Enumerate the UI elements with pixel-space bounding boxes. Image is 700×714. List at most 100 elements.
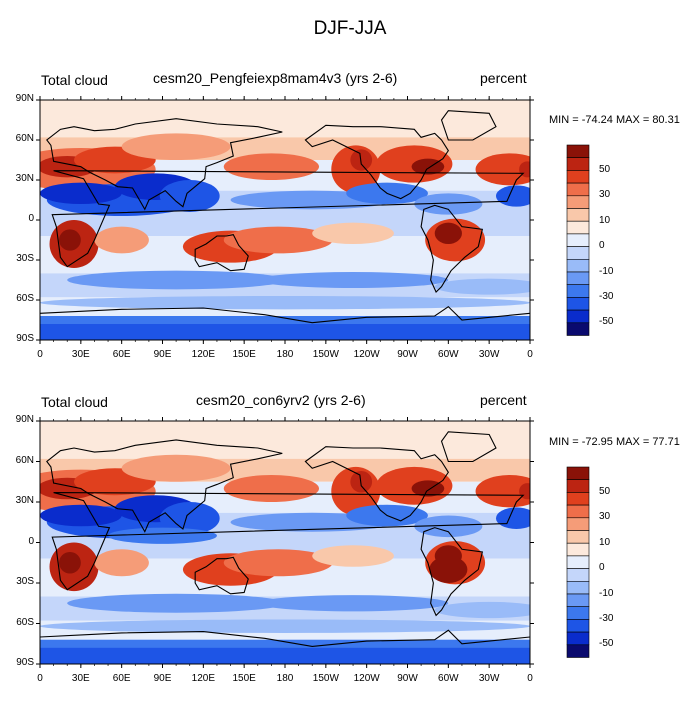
lon-tick-label: 120W — [353, 673, 380, 684]
panel-right-label: percent — [480, 392, 527, 408]
colorbar-swatch — [566, 309, 590, 324]
lon-tick-label: 90E — [153, 349, 172, 360]
colorbar-tick-label: 50 — [599, 163, 611, 175]
map-plot — [36, 417, 590, 668]
lat-tick-label: 90S — [16, 333, 34, 344]
colorbar-swatch — [566, 233, 590, 247]
lat-tick-label: 0 — [28, 535, 34, 547]
lon-tick-label: 90E — [153, 673, 172, 684]
lon-tick-label: 90W — [397, 349, 418, 360]
colorbar-swatch — [566, 246, 590, 260]
colorbar-swatch — [566, 195, 590, 209]
lon-tick-label: 60E — [112, 673, 131, 684]
lat-tick-label: 60N — [15, 454, 34, 466]
lon-tick-label: 0 — [527, 349, 533, 360]
colorbar-tick-label: 30 — [599, 189, 611, 201]
map-panel-2: Total cloud cesm20_con6yrv2 (yrs 2-6) pe… — [0, 384, 700, 714]
colorbar-tick-label: 0 — [599, 240, 605, 252]
lon-tick-label: 180 — [276, 673, 294, 684]
panel-left-label: Total cloud — [41, 72, 108, 88]
min-max-readout: MIN = -74.24 MAX = 80.31 — [549, 114, 680, 126]
lon-tick-label: 90W — [397, 673, 418, 684]
lat-tick-label: 90N — [15, 93, 34, 104]
colorbar-swatch — [566, 322, 590, 336]
figure-title: DJF-JJA — [313, 18, 387, 39]
colorbar-swatch — [566, 208, 590, 222]
colorbar-swatch — [566, 284, 590, 298]
colorbar-tick-label: -30 — [599, 612, 614, 624]
colorbar — [566, 466, 590, 658]
lon-tick-label: 30E — [71, 673, 90, 684]
colorbar-swatch — [566, 517, 590, 531]
lon-tick-label: 120W — [353, 349, 380, 360]
lon-tick-label: 150W — [312, 349, 339, 360]
lat-tick-label: 30S — [16, 253, 34, 264]
colorbar-tick-label: -10 — [599, 265, 614, 277]
coastline-outline — [40, 110, 530, 324]
colorbar-tick-label: 10 — [599, 214, 611, 226]
colorbar-swatch — [566, 568, 590, 582]
colorbar-swatch — [566, 170, 590, 184]
contour-field — [40, 421, 530, 664]
lon-tick-label: 150W — [312, 673, 339, 684]
colorbar-swatch — [566, 259, 590, 273]
lon-tick-label: 150E — [232, 673, 256, 684]
lat-tick-label: 30N — [15, 495, 34, 506]
lon-tick-label: 60W — [438, 349, 459, 360]
colorbar-tick-label: -10 — [599, 587, 614, 599]
lon-tick-label: 120E — [191, 673, 216, 684]
colorbar-swatch — [566, 466, 590, 480]
colorbar-swatch — [566, 593, 590, 607]
colorbar-tick-label: 30 — [599, 511, 611, 523]
min-max-readout: MIN = -72.95 MAX = 77.71 — [549, 436, 680, 448]
lon-tick-label: 0 — [37, 673, 43, 684]
lon-tick-label: 60E — [112, 349, 131, 360]
colorbar-swatch — [566, 644, 590, 658]
colorbar-swatch — [566, 581, 590, 595]
colorbar-swatch — [566, 504, 590, 519]
lon-tick-label: 120E — [191, 349, 216, 360]
panel-right-label: percent — [480, 70, 527, 86]
colorbar-swatch — [566, 530, 590, 544]
colorbar-swatch — [566, 271, 590, 285]
lon-tick-label: 150E — [232, 349, 256, 360]
map-panel-1: Total cloud cesm20_Pengfeiexp8mam4v3 (yr… — [0, 62, 700, 392]
lat-tick-label: 90N — [15, 414, 34, 425]
colorbar — [566, 144, 590, 336]
lon-tick-label: 0 — [37, 349, 43, 360]
map-plot — [36, 96, 590, 344]
lon-tick-label: 0 — [527, 673, 533, 684]
lon-tick-label: 180 — [276, 349, 294, 360]
lat-tick-label: 90S — [16, 657, 34, 668]
lat-tick-label: 60N — [15, 133, 34, 144]
lat-tick-label: 0 — [28, 213, 34, 224]
lon-tick-label: 60W — [438, 673, 459, 684]
contour-field — [40, 100, 530, 340]
colorbar-swatch — [566, 555, 590, 569]
colorbar-swatch — [566, 144, 590, 158]
lon-tick-label: 30W — [478, 349, 500, 360]
coastline-outline — [40, 431, 530, 648]
lon-tick-label: 30E — [71, 349, 90, 360]
lat-tick-label: 30S — [16, 576, 34, 587]
panel-center-label: cesm20_con6yrv2 (yrs 2-6) — [196, 392, 366, 408]
lat-tick-label: 60S — [16, 616, 34, 628]
lat-tick-label: 30N — [15, 173, 34, 184]
colorbar-swatch — [566, 157, 590, 171]
lat-tick-label: 60S — [16, 293, 34, 304]
colorbar-swatch — [566, 182, 590, 197]
colorbar-swatch — [566, 479, 590, 493]
colorbar-tick-label: -50 — [599, 638, 614, 650]
colorbar-tick-label: 10 — [599, 536, 611, 548]
colorbar-swatch — [566, 297, 590, 311]
panel-left-label: Total cloud — [41, 394, 108, 410]
colorbar-swatch — [566, 220, 590, 235]
colorbar-tick-label: -50 — [599, 316, 614, 328]
colorbar-swatch — [566, 619, 590, 633]
panel-center-label: cesm20_Pengfeiexp8mam4v3 (yrs 2-6) — [153, 70, 398, 86]
colorbar-swatch — [566, 542, 590, 557]
colorbar-swatch — [566, 492, 590, 506]
colorbar-tick-label: 50 — [599, 485, 611, 497]
lon-tick-label: 30W — [478, 673, 500, 684]
colorbar-swatch — [566, 631, 590, 646]
